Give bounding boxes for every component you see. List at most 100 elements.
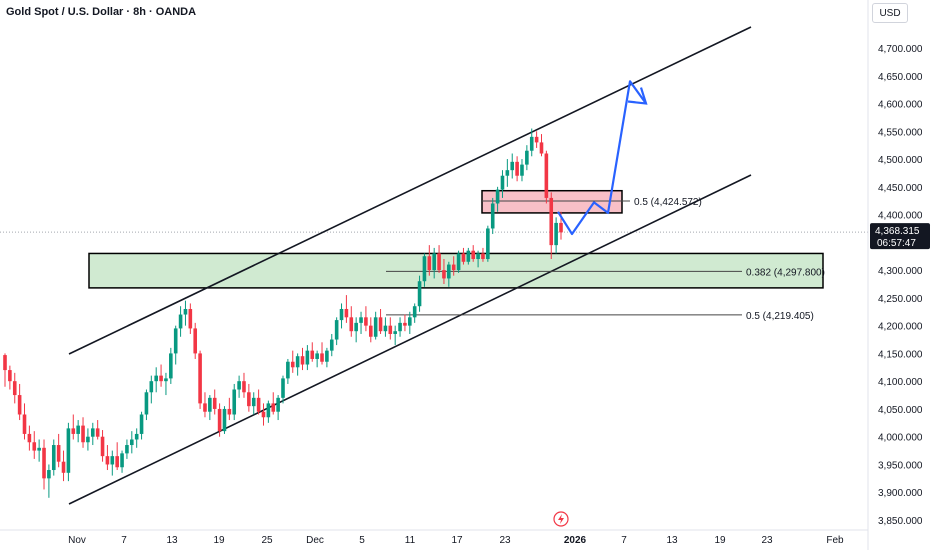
candle-body[interactable]	[169, 353, 173, 379]
candle-body[interactable]	[398, 322, 402, 332]
candle-body[interactable]	[432, 253, 436, 271]
candle-body[interactable]	[81, 425, 85, 443]
candle-body[interactable]	[12, 381, 17, 396]
candle-body[interactable]	[378, 317, 383, 332]
candle-body[interactable]	[403, 322, 407, 326]
candle-body[interactable]	[276, 397, 280, 412]
candle-body[interactable]	[71, 428, 76, 434]
candle-body[interactable]	[329, 339, 334, 351]
candle-body[interactable]	[188, 308, 193, 329]
candle-body[interactable]	[334, 320, 339, 340]
candle-body[interactable]	[529, 136, 534, 151]
candle-body[interactable]	[476, 253, 480, 260]
candle-body[interactable]	[115, 456, 119, 468]
candle-body[interactable]	[42, 447, 46, 479]
candle-body[interactable]	[490, 203, 495, 229]
candle-body[interactable]	[86, 436, 90, 443]
candle-body[interactable]	[134, 433, 139, 440]
candle-body[interactable]	[290, 361, 295, 368]
candle-body[interactable]	[178, 314, 183, 329]
candle-body[interactable]	[442, 270, 446, 279]
candle-body[interactable]	[422, 256, 427, 282]
candle-body[interactable]	[281, 378, 285, 398]
projection-path[interactable]	[557, 80, 647, 236]
candle-body[interactable]	[461, 253, 466, 262]
candle-body[interactable]	[256, 397, 261, 412]
candle-body[interactable]	[520, 164, 524, 176]
candle-body[interactable]	[66, 428, 71, 473]
candle-body[interactable]	[125, 445, 129, 454]
candle-body[interactable]	[222, 408, 227, 432]
candle-body[interactable]	[300, 356, 305, 365]
candle-body[interactable]	[139, 414, 144, 434]
candle-body[interactable]	[110, 456, 115, 465]
candle-body[interactable]	[130, 439, 134, 446]
candle-body[interactable]	[154, 375, 158, 382]
candle-body[interactable]	[266, 403, 271, 418]
candle-body[interactable]	[373, 317, 378, 337]
candle-body[interactable]	[51, 445, 56, 471]
candle-body[interactable]	[515, 161, 519, 176]
candle-body[interactable]	[559, 222, 563, 233]
candle-body[interactable]	[286, 361, 290, 379]
candle-body[interactable]	[120, 453, 124, 468]
candle-body[interactable]	[56, 445, 61, 462]
candle-body[interactable]	[149, 381, 154, 393]
candle-body[interactable]	[144, 392, 149, 415]
candle-body[interactable]	[364, 317, 368, 326]
candle-body[interactable]	[203, 403, 207, 412]
candle-body[interactable]	[100, 436, 105, 457]
candle-body[interactable]	[549, 197, 554, 246]
candle-body[interactable]	[22, 414, 27, 434]
candle-body[interactable]	[95, 428, 100, 437]
candle-body[interactable]	[47, 470, 51, 479]
candle-body[interactable]	[447, 264, 451, 279]
candle-body[interactable]	[417, 281, 422, 307]
candle-body[interactable]	[247, 392, 251, 407]
candle-body[interactable]	[388, 325, 393, 334]
candle-body[interactable]	[354, 322, 358, 332]
candle-body[interactable]	[193, 328, 198, 354]
candle-body[interactable]	[183, 308, 188, 315]
candle-body[interactable]	[227, 408, 232, 415]
candle-body[interactable]	[539, 142, 544, 154]
candle-body[interactable]	[320, 353, 324, 362]
candle-body[interactable]	[427, 256, 432, 271]
candle-body[interactable]	[8, 370, 12, 382]
channel-lower-line[interactable]	[68, 174, 752, 505]
candle-body[interactable]	[486, 228, 490, 260]
candle-body[interactable]	[164, 378, 168, 382]
candle-body[interactable]	[495, 189, 500, 204]
demand-zone[interactable]	[88, 252, 824, 289]
candle-body[interactable]	[295, 356, 300, 368]
candle-body[interactable]	[393, 331, 397, 334]
candle-body[interactable]	[242, 381, 246, 393]
candle-body[interactable]	[251, 397, 256, 407]
candle-body[interactable]	[383, 325, 388, 332]
candle-body[interactable]	[344, 308, 349, 318]
candle-body[interactable]	[544, 153, 549, 198]
currency-selector[interactable]: USD	[872, 3, 908, 23]
candle-body[interactable]	[408, 317, 412, 326]
candle-body[interactable]	[451, 264, 456, 271]
candle-body[interactable]	[349, 317, 354, 332]
candle-body[interactable]	[232, 389, 237, 415]
candle-body[interactable]	[261, 411, 266, 418]
candle-body[interactable]	[315, 353, 319, 359]
candle-body[interactable]	[510, 161, 515, 171]
candle-body[interactable]	[198, 353, 202, 404]
candle-body[interactable]	[500, 175, 505, 190]
candle-body[interactable]	[310, 350, 315, 359]
candle-body[interactable]	[505, 170, 510, 176]
candle-body[interactable]	[456, 253, 461, 271]
candle-body[interactable]	[105, 456, 110, 465]
candle-body[interactable]	[159, 375, 163, 382]
candle-body[interactable]	[237, 381, 241, 390]
candle-body[interactable]	[37, 447, 41, 451]
candle-body[interactable]	[437, 253, 441, 271]
candle-body[interactable]	[325, 350, 329, 362]
candle-body[interactable]	[534, 136, 539, 143]
candle-body[interactable]	[212, 397, 217, 409]
candle-body[interactable]	[61, 461, 66, 473]
channel-upper-line[interactable]	[68, 26, 752, 355]
